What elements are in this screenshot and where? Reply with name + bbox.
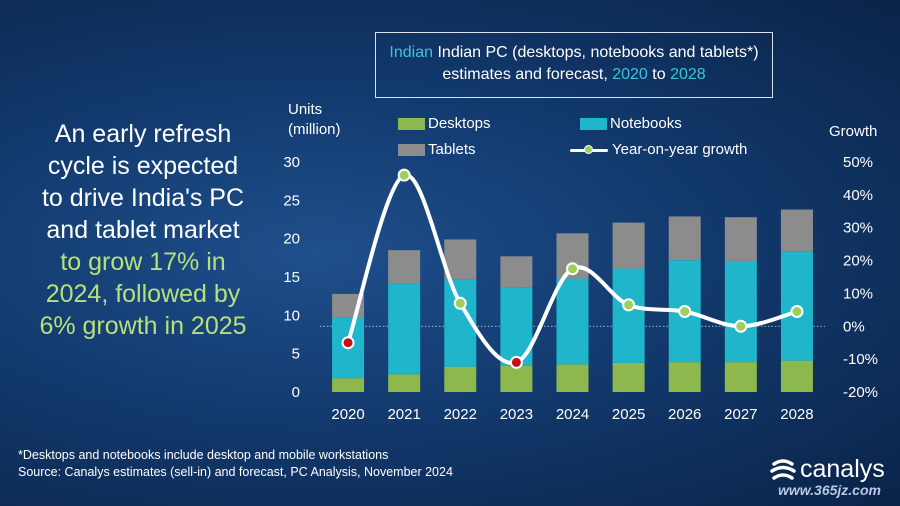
y2-tick-label: 10% (843, 285, 873, 302)
growth-point (397, 168, 411, 182)
growth-point (734, 319, 748, 333)
growth-point (453, 296, 467, 310)
y2-tick-label: 20% (843, 253, 873, 270)
growth-point (341, 336, 355, 350)
bar-tablets (612, 222, 645, 269)
legend-label: Tablets (428, 141, 476, 158)
y2-tick-label: 40% (843, 187, 873, 204)
footnote-line: *Desktops and notebooks include desktop … (18, 448, 389, 462)
x-tick-label: 2027 (724, 406, 757, 423)
canalys-logo-text: canalys (800, 455, 885, 483)
chart-title-line-2: estimates and forecast, 2020 to 2028 (376, 64, 772, 86)
bar-desktops (332, 378, 365, 392)
headline-highlight-line: 2024, followed by (45, 280, 241, 308)
bar-notebooks (556, 278, 589, 365)
canalys-logo: canalys (770, 455, 885, 484)
bar-desktops (500, 365, 533, 392)
bar-tablets (388, 250, 421, 284)
title-word-indian: Indian (389, 44, 434, 61)
y-tick-label: 25 (283, 192, 300, 209)
headline-line: cycle is expected (47, 152, 239, 180)
title-part1: Indian PC (desktops, notebooks and table… (437, 44, 759, 61)
y-tick-label: 15 (283, 269, 300, 286)
headline-line: and tablet market (46, 216, 240, 244)
growth-point (790, 305, 804, 318)
x-tick-label: 2020 (331, 406, 364, 423)
growth-point (509, 355, 523, 369)
growth-point (566, 262, 579, 276)
y-tick-label: 30 (283, 154, 300, 171)
title-year-start: 2020 (612, 66, 648, 83)
bar-tablets (724, 217, 757, 261)
x-tick-label: 2024 (556, 406, 589, 423)
x-tick-label: 2025 (612, 406, 645, 423)
growth-point (678, 305, 692, 318)
footnote-line: Source: Canalys estimates (sell-in) and … (18, 465, 453, 479)
bar-desktops (612, 362, 645, 392)
bar-notebooks (388, 283, 421, 375)
legend-desktops: Desktops (398, 115, 491, 132)
legend-label: Year-on-year growth (612, 141, 748, 158)
legend-label: Desktops (428, 115, 491, 132)
x-tick-label: 2023 (500, 406, 533, 423)
watermark: www.365jz.com (778, 482, 881, 498)
canalys-logo-icon (770, 458, 796, 480)
title-part2: estimates and forecast, (442, 66, 608, 83)
bar-desktops (388, 374, 421, 392)
growth-point (622, 298, 636, 312)
y2-tick-label: 50% (843, 154, 873, 171)
y2-tick-label: -20% (843, 384, 878, 401)
bar-tablets (500, 256, 533, 288)
x-tick-label: 2022 (444, 406, 477, 423)
y-tick-label: 20 (283, 231, 300, 248)
y-tick-label: 0 (292, 384, 300, 401)
bar-desktops (444, 366, 477, 392)
bar-desktops (668, 362, 701, 392)
bar-desktops (724, 362, 757, 392)
y2-tick-label: -10% (843, 351, 878, 368)
legend-swatch-tablets (398, 143, 425, 156)
bar-notebooks (724, 260, 757, 363)
bar-desktops (780, 360, 813, 392)
footnote: *Desktops and notebooks include desktop … (18, 447, 453, 481)
headline-line: to drive India's PC (41, 184, 245, 212)
headline-line: An early refresh (54, 120, 232, 148)
y-tick-label: 5 (292, 346, 300, 363)
chart-title-box: Indian Indian PC (desktops, notebooks an… (375, 32, 773, 98)
y-axis-label-line: Units (288, 101, 323, 118)
y-axis-label-line: (million) (288, 121, 341, 138)
legend-growth: Year-on-year growth (570, 141, 747, 158)
bar-tablets (668, 216, 701, 261)
y-tick-label: 10 (283, 307, 300, 324)
bar-tablets (780, 209, 813, 252)
x-tick-label: 2028 (780, 406, 813, 423)
headline-highlight-line: 6% growth in 2025 (39, 312, 247, 340)
title-year-end: 2028 (670, 66, 706, 83)
y-axis-label: Units (million) (288, 100, 341, 140)
legend-label: Notebooks (610, 115, 682, 132)
headline: An early refresh cycle is expected to dr… (18, 118, 268, 342)
legend-swatch-desktops (398, 117, 425, 130)
bar-desktops (556, 364, 589, 392)
legend-notebooks: Notebooks (580, 115, 682, 132)
headline-highlight-line: to grow 17% in (60, 248, 226, 276)
x-tick-label: 2021 (387, 406, 420, 423)
x-tick-label: 2026 (668, 406, 701, 423)
legend-swatch-notebooks (580, 117, 607, 130)
y2-tick-label: 30% (843, 220, 873, 237)
y2-tick-label: 0% (843, 318, 865, 335)
bar-notebooks (612, 268, 645, 363)
chart-title-line-1: Indian Indian PC (desktops, notebooks an… (376, 42, 772, 64)
legend-line-growth (570, 144, 608, 156)
legend-tablets: Tablets (398, 141, 476, 158)
y2-axis-label: Growth (829, 123, 878, 140)
title-to: to (652, 66, 666, 83)
